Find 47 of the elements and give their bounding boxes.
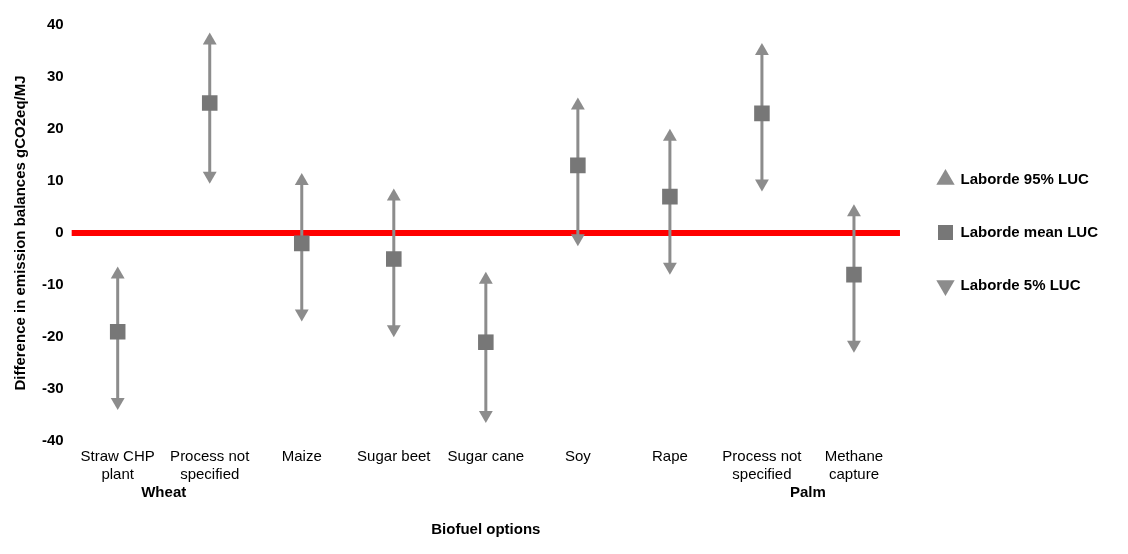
x-tick-label: Sugar cane [447, 446, 525, 464]
legend-label: Laborde 5% LUC [960, 275, 1081, 293]
point [478, 411, 493, 423]
legend-label: Laborde mean LUC [960, 222, 1099, 240]
y-tick-label: -30 [41, 379, 64, 397]
y-axis-title: Difference in emission balances gCO2eq/MJ [11, 75, 29, 391]
x-tick-label: Process not specified [170, 446, 251, 482]
x-tick-label: Straw CHP plant [80, 446, 155, 482]
x-tick-label: Soy [564, 446, 592, 464]
point [662, 128, 677, 141]
point [202, 32, 217, 45]
point [386, 251, 402, 267]
point [478, 334, 494, 350]
text: Wheat [141, 482, 187, 500]
point [386, 188, 401, 201]
point [662, 188, 678, 205]
y-tick-label: 30 [46, 67, 64, 85]
point [846, 266, 862, 283]
point [386, 325, 401, 338]
legend-label: Laborde 95% LUC [960, 169, 1089, 187]
point [294, 309, 309, 322]
x-tick-label: Methane capture [824, 446, 884, 482]
point [847, 204, 861, 217]
point [110, 398, 125, 410]
point [294, 173, 309, 185]
point [570, 97, 585, 110]
x-tick-label: Process not specified [722, 446, 803, 482]
point [570, 157, 586, 174]
y-tick-label: 20 [46, 119, 64, 137]
point [755, 43, 769, 55]
y-tick-label: -40 [41, 431, 64, 449]
point [754, 105, 770, 122]
point [662, 262, 677, 275]
y-tick-label: 10 [46, 171, 64, 189]
point [847, 340, 861, 353]
y-tick-label: 0 [55, 223, 64, 241]
y-tick-label: 40 [46, 15, 64, 33]
point [109, 324, 126, 340]
x-axis-title: Biofuel options [431, 519, 541, 537]
text: Palm [790, 482, 826, 500]
x-tick-label: Rape [651, 446, 688, 464]
point [293, 235, 310, 252]
y-tick-label: -20 [41, 327, 64, 345]
y-tick-label: -10 [41, 275, 64, 293]
point [201, 95, 218, 111]
x-tick-label: Sugar beet [357, 446, 432, 464]
x-tick-label: Maize [281, 446, 322, 464]
